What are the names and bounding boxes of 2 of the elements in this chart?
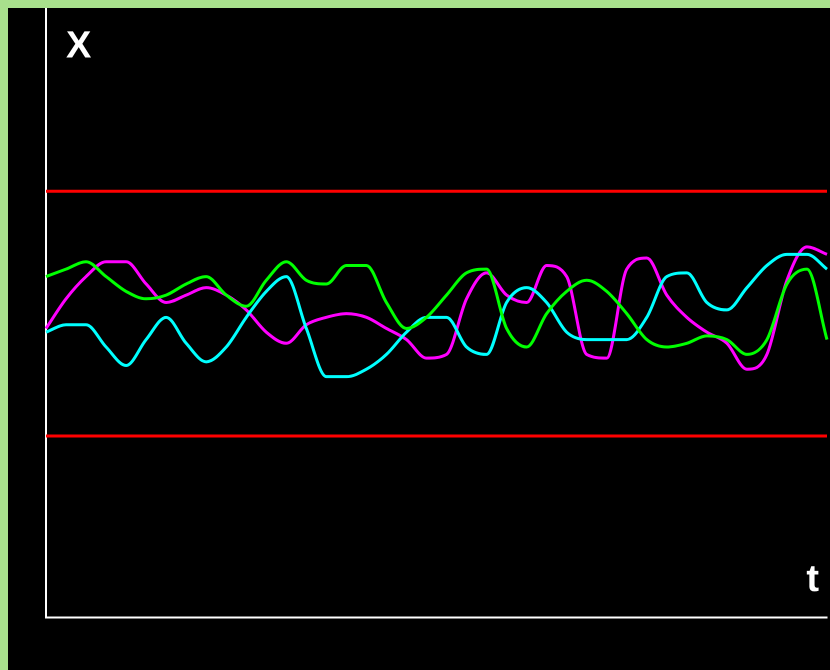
y-axis-title: X — [66, 24, 92, 66]
x-axis-title: t — [806, 558, 820, 600]
